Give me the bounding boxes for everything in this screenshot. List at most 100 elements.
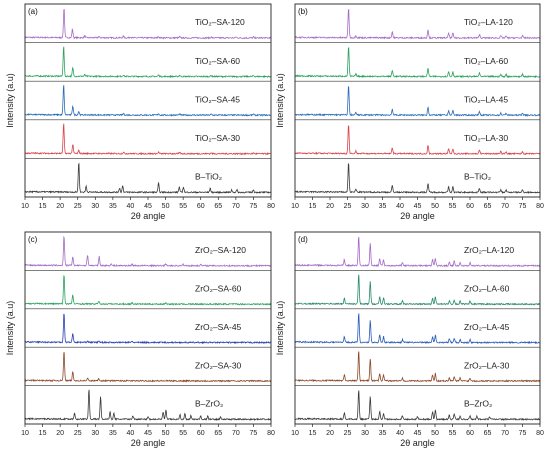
x-tick-label: 70: [232, 430, 240, 437]
series-line-1-4: [294, 162, 540, 195]
x-axis-title: 2θ angle: [131, 211, 166, 221]
series-label: ZrO₂–SA-45: [195, 322, 242, 332]
series-line-0-4: [24, 162, 272, 195]
x-tick-label: 30: [361, 430, 369, 437]
x-tick-label: 65: [214, 203, 222, 210]
x-tick-label: 45: [144, 430, 152, 437]
x-tick-label: 75: [519, 430, 527, 437]
series-line-1-3: [294, 125, 540, 156]
series-label: ZrO₂–LA-60: [464, 284, 510, 294]
series-line-3-0: [294, 236, 540, 268]
y-axis-title: Intensity (a.u): [5, 301, 15, 356]
x-tick-label: 30: [91, 203, 99, 210]
x-tick-label: 60: [466, 203, 474, 210]
series-label: ZrO₂–SA-60: [195, 284, 242, 294]
x-tick-label: 60: [466, 430, 474, 437]
x-tick-label: 15: [39, 203, 47, 210]
x-tick-label: 55: [449, 430, 457, 437]
x-tick-label: 80: [536, 203, 544, 210]
x-tick-label: 65: [484, 203, 492, 210]
series-label: TiO₂–LA-60: [464, 56, 508, 66]
series-label: B–ZrO₂: [195, 399, 223, 409]
panel-d: ZrO₂–LA-120 ZrO₂–LA-60 ZrO₂–LA-45 ZrO₂–LA-3…: [275, 231, 544, 448]
panel-tag: (d): [298, 235, 308, 244]
x-tick-label: 60: [197, 430, 205, 437]
x-tick-label: 30: [361, 203, 369, 210]
series-label: TiO₂–LA-120: [464, 17, 513, 27]
panel-tag: (b): [298, 7, 308, 16]
y-axis-title: Intensity (a.u): [5, 73, 15, 128]
x-tick-label: 75: [250, 430, 258, 437]
series-label: ZrO₂–LA-120: [464, 245, 514, 255]
series-line-0-2: [24, 85, 272, 117]
series-label: TiO₂–SA-45: [195, 94, 240, 104]
series-line-1-1: [294, 46, 541, 79]
series-label: TiO₂–SA-120: [195, 17, 245, 27]
x-tick-label: 35: [379, 430, 387, 437]
series-line-2-2: [24, 313, 272, 345]
series-label: B–ZrO₂: [464, 399, 492, 409]
series-line-2-4: [24, 389, 272, 422]
panel-tag: (c): [28, 235, 38, 244]
x-tick-label: 45: [414, 203, 422, 210]
x-tick-label: 30: [91, 430, 99, 437]
x-tick-label: 40: [127, 203, 135, 210]
x-tick-label: 15: [39, 430, 47, 437]
x-tick-label: 35: [109, 203, 117, 210]
series-label: TiO₂–SA-60: [195, 56, 240, 66]
x-tick-label: 75: [250, 203, 258, 210]
x-tick-label: 10: [21, 203, 29, 210]
series-label: ZrO₂–LA-45: [464, 322, 510, 332]
x-tick-label: 70: [501, 430, 509, 437]
x-tick-label: 35: [379, 203, 387, 210]
x-tick-label: 40: [396, 430, 404, 437]
series-label: TiO₂–LA-30: [464, 133, 508, 143]
y-axis-title: Intensity (a.u): [275, 301, 285, 356]
x-tick-label: 20: [56, 203, 64, 210]
panel-a: TiO₂–SA-120 TiO₂–SA-60 TiO₂–SA-45 TiO₂–SA-3…: [5, 3, 275, 221]
x-tick-label: 25: [344, 203, 352, 210]
series-label: TiO₂–LA-45: [464, 94, 508, 104]
series-label: ZrO₂–LA-30: [464, 360, 510, 370]
x-tick-label: 40: [396, 203, 404, 210]
x-tick-label: 60: [197, 203, 205, 210]
x-tick-label: 15: [309, 203, 317, 210]
x-axis-title: 2θ angle: [400, 438, 435, 448]
x-tick-label: 70: [501, 203, 509, 210]
x-tick-label: 25: [74, 430, 82, 437]
x-tick-label: 35: [109, 430, 117, 437]
panel-tag: (a): [28, 7, 38, 16]
x-tick-label: 80: [267, 430, 275, 437]
x-tick-label: 20: [56, 430, 64, 437]
x-tick-label: 15: [309, 430, 317, 437]
x-tick-label: 75: [519, 203, 527, 210]
x-tick-label: 65: [484, 430, 492, 437]
x-tick-label: 20: [326, 203, 334, 210]
x-tick-label: 55: [179, 430, 187, 437]
series-line-3-1: [294, 274, 541, 306]
x-tick-label: 80: [536, 430, 544, 437]
x-tick-label: 80: [267, 203, 275, 210]
series-label: TiO₂–SA-30: [195, 133, 240, 143]
series-line-0-3: [24, 123, 272, 156]
x-tick-label: 20: [326, 430, 334, 437]
x-tick-label: 25: [344, 430, 352, 437]
series-line-3-4: [294, 390, 541, 421]
y-axis-title: Intensity (a.u): [275, 73, 285, 128]
x-tick-label: 65: [214, 430, 222, 437]
series-line-0-0: [24, 8, 272, 40]
x-axis-title: 2θ angle: [400, 211, 435, 221]
series-line-3-2: [294, 313, 541, 345]
x-tick-label: 40: [127, 430, 135, 437]
series-label: ZrO₂–SA-120: [195, 245, 246, 255]
series-line-3-3: [294, 351, 541, 383]
x-tick-label: 50: [431, 430, 439, 437]
panel-b: TiO₂–LA-120 TiO₂–LA-60 TiO₂–LA-45 TiO₂–LA-3…: [275, 3, 544, 221]
x-tick-label: 55: [449, 203, 457, 210]
x-tick-label: 55: [179, 203, 187, 210]
x-tick-label: 50: [162, 430, 170, 437]
x-tick-label: 10: [291, 430, 299, 437]
series-line-2-3: [24, 352, 272, 383]
x-tick-label: 50: [162, 203, 170, 210]
